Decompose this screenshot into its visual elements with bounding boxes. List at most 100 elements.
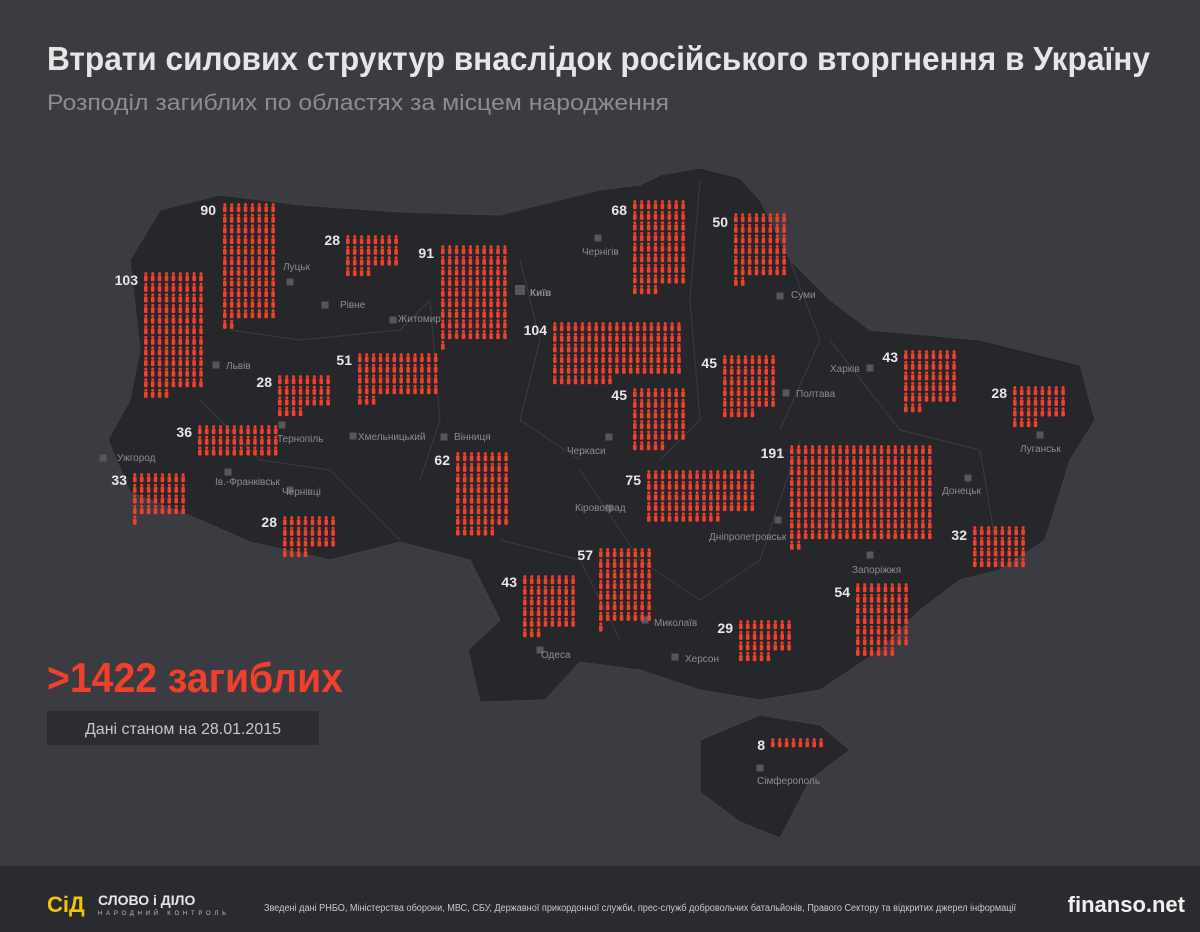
person-body [904,586,908,593]
person-body [900,480,904,487]
person-head [237,234,241,238]
person-body [856,607,860,614]
person-body [681,401,685,408]
person-head [489,298,493,302]
person-head [537,628,541,632]
person-body [605,593,610,600]
person-head [441,298,445,302]
person-head [647,430,651,434]
person-head [580,375,584,379]
person-body [945,363,949,370]
person-body [468,322,473,329]
person-head [633,441,637,445]
person-body [192,360,196,367]
city-label: Черкаси [567,446,606,457]
person-head [346,245,350,249]
person-body [264,216,268,223]
person-body [924,385,929,392]
person-body [921,480,925,487]
person-head [667,388,671,392]
person-head [171,346,175,350]
person-head [264,224,268,228]
person-head [952,381,956,385]
person-body [921,490,925,497]
person-body [790,458,794,465]
person-icons [599,548,651,632]
person-body [633,583,638,590]
person-head [613,548,617,552]
person-body [764,400,768,407]
person-head [599,601,603,605]
person-body [879,533,884,540]
person-body [747,248,752,255]
person-body [904,395,908,402]
person-body [599,625,603,632]
person-icons [739,620,791,662]
person-body [859,490,863,497]
person-head [647,579,651,583]
person-head [973,526,977,530]
city-marker [866,551,874,559]
person-body [893,458,898,465]
person-head [185,325,189,329]
person-body [782,248,786,255]
person-body [928,458,932,465]
person-body [640,572,644,579]
person-body [1014,561,1018,568]
person-head [654,409,657,413]
person-head [1007,526,1011,530]
person-body [223,301,227,308]
person-head [278,396,282,400]
person-head [753,620,757,624]
person-head [838,455,842,459]
person-body [747,216,752,223]
person-body [750,358,755,365]
person-head [601,364,605,368]
person-body [167,486,172,493]
person-head [178,282,182,286]
person-body [229,312,234,319]
person-head [133,473,137,477]
person-body [236,259,241,266]
person-head [640,569,644,573]
person-head [158,346,162,350]
person-head [580,332,584,336]
person-body [729,473,734,480]
person-head [945,381,949,385]
person-head [787,620,791,624]
person-body [296,529,301,536]
person-head [782,213,786,217]
person-head [925,350,928,354]
person-body [667,423,672,430]
person-body [612,614,617,621]
person-head [633,569,637,573]
person-body [160,497,165,504]
person-head [811,455,814,459]
person-head [477,483,480,487]
person-body [243,216,248,223]
person-head [633,398,637,402]
person-head [741,213,745,217]
person-head [274,425,278,429]
person-body [153,476,158,483]
person-head [790,540,794,544]
person-head [831,455,835,459]
person-body [646,213,651,220]
person-body [298,378,303,385]
person-body [660,401,665,408]
person-head [824,476,828,480]
person-body [371,366,376,373]
person-head [647,409,651,413]
person-body [639,213,644,220]
person-body [938,395,943,402]
person-body [476,465,481,472]
person-body [264,227,268,234]
person-head [904,604,908,608]
person-head [852,476,856,480]
person-body [852,511,856,518]
person-body [622,367,626,374]
person-body [734,226,738,233]
person-head [1013,417,1017,421]
person-body [736,473,741,480]
person-head [550,596,554,600]
